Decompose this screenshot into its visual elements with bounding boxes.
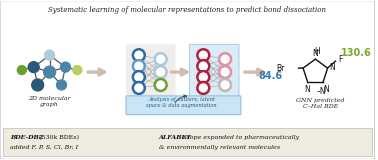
Circle shape	[197, 82, 209, 94]
Text: & environmentally relevant molecules: & environmentally relevant molecules	[159, 145, 280, 150]
Circle shape	[133, 49, 145, 61]
Circle shape	[133, 60, 145, 72]
Circle shape	[43, 66, 56, 78]
Text: BDE-DB2: BDE-DB2	[10, 135, 43, 140]
Text: N: N	[323, 85, 329, 94]
Circle shape	[155, 79, 167, 91]
Circle shape	[197, 71, 209, 83]
Text: F: F	[339, 55, 343, 64]
Circle shape	[219, 79, 231, 91]
Text: Br: Br	[276, 64, 285, 73]
Text: (530k BDEs): (530k BDEs)	[37, 135, 79, 140]
Text: H: H	[314, 47, 320, 56]
FancyBboxPatch shape	[3, 128, 372, 156]
Text: GNN predicted
C–Hal BDE: GNN predicted C–Hal BDE	[296, 98, 345, 109]
Circle shape	[17, 66, 26, 75]
FancyBboxPatch shape	[126, 44, 175, 98]
Text: –N: –N	[316, 88, 326, 96]
Text: scope expanded to pharmaceutically: scope expanded to pharmaceutically	[181, 135, 300, 140]
Text: Analysis of outliers, latent
space & data augmentation: Analysis of outliers, latent space & dat…	[146, 97, 217, 108]
Circle shape	[45, 50, 54, 60]
Text: Systematic learning of molecular representations to predict bond dissociation: Systematic learning of molecular represe…	[48, 6, 327, 14]
FancyBboxPatch shape	[189, 44, 239, 98]
Circle shape	[133, 71, 145, 83]
Text: 84.6: 84.6	[259, 71, 283, 81]
Circle shape	[155, 53, 167, 65]
Circle shape	[219, 66, 231, 78]
Circle shape	[155, 66, 167, 78]
FancyBboxPatch shape	[126, 96, 241, 115]
Text: N: N	[330, 63, 335, 72]
Text: N: N	[312, 49, 318, 58]
Circle shape	[73, 66, 82, 75]
Circle shape	[28, 62, 39, 73]
Circle shape	[32, 79, 43, 91]
Circle shape	[57, 80, 67, 90]
Circle shape	[219, 53, 231, 65]
Text: added F, P, S, Cl, Br, I: added F, P, S, Cl, Br, I	[10, 145, 78, 150]
Text: 2D molecular
graph: 2D molecular graph	[28, 96, 71, 108]
Text: ALFABET: ALFABET	[159, 135, 192, 140]
Text: N: N	[304, 85, 310, 94]
Circle shape	[60, 62, 70, 72]
Circle shape	[197, 49, 209, 61]
Circle shape	[133, 82, 145, 94]
Circle shape	[197, 60, 209, 72]
Text: 130.6: 130.6	[341, 48, 371, 58]
FancyBboxPatch shape	[0, 1, 375, 159]
